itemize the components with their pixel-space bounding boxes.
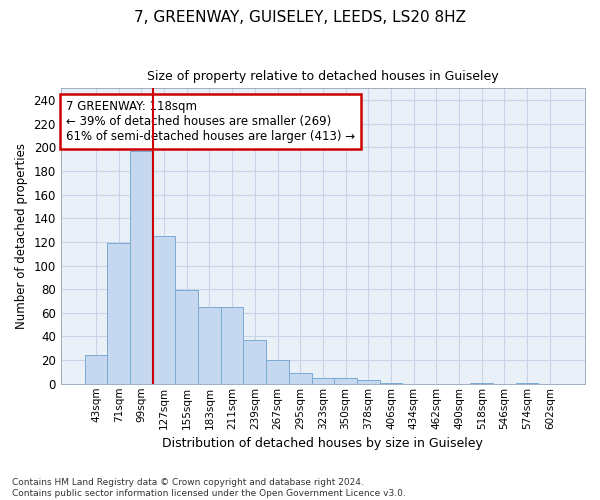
Bar: [516, 382, 538, 384]
Bar: [221, 307, 244, 384]
Bar: [244, 340, 266, 384]
Text: 7 GREENWAY: 118sqm
← 39% of detached houses are smaller (269)
61% of semi-detach: 7 GREENWAY: 118sqm ← 39% of detached hou…: [66, 100, 355, 143]
Bar: [380, 382, 403, 384]
Bar: [311, 378, 334, 384]
X-axis label: Distribution of detached houses by size in Guiseley: Distribution of detached houses by size …: [163, 437, 484, 450]
Bar: [130, 151, 152, 384]
Bar: [198, 307, 221, 384]
Y-axis label: Number of detached properties: Number of detached properties: [15, 143, 28, 329]
Bar: [289, 373, 311, 384]
Text: Contains HM Land Registry data © Crown copyright and database right 2024.
Contai: Contains HM Land Registry data © Crown c…: [12, 478, 406, 498]
Bar: [266, 360, 289, 384]
Text: 7, GREENWAY, GUISELEY, LEEDS, LS20 8HZ: 7, GREENWAY, GUISELEY, LEEDS, LS20 8HZ: [134, 10, 466, 25]
Bar: [85, 356, 107, 384]
Bar: [152, 236, 175, 384]
Bar: [357, 380, 380, 384]
Title: Size of property relative to detached houses in Guiseley: Size of property relative to detached ho…: [147, 70, 499, 83]
Bar: [107, 243, 130, 384]
Bar: [470, 382, 493, 384]
Bar: [334, 378, 357, 384]
Bar: [175, 290, 198, 384]
